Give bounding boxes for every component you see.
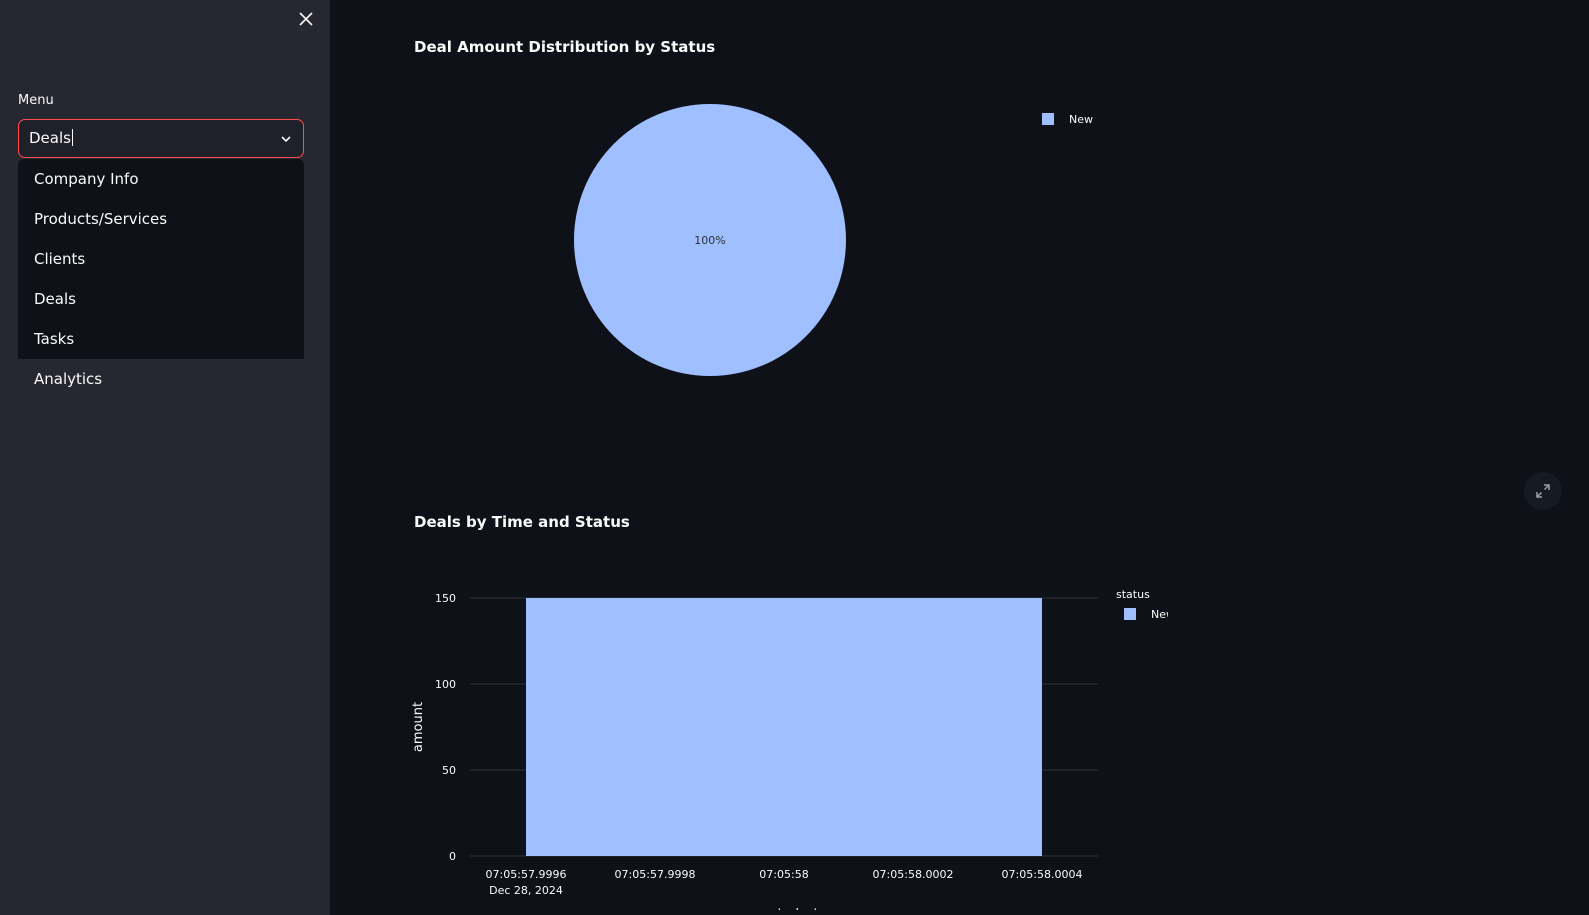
x-axis-title: created_at [749,907,818,910]
legend-label-new: New [1151,608,1168,621]
chevron-down-icon[interactable] [279,132,293,146]
legend-swatch [1042,113,1054,125]
sidebar: Menu Deals Company Info Products/Service… [0,0,330,915]
x-tick-label: 07:05:58.0002 [873,868,954,881]
pie-slice-new [574,104,846,376]
close-icon [299,12,313,26]
legend-label-new: New [1069,113,1093,126]
x-tick-label: 07:05:58.0004 [1002,868,1083,881]
y-tick-label: 50 [442,764,456,777]
pie-chart-title: Deal Amount Distribution by Status [414,38,716,56]
pie-chart: 100% New [574,104,1093,376]
x-tick-date-label: Dec 28, 2024 [489,884,563,897]
text-caret [71,129,73,146]
dropdown-option-products-services[interactable]: Products/Services [34,210,168,228]
menu-label: Menu [18,93,54,108]
dropdown-option-clients[interactable]: Clients [34,250,86,268]
x-tick-label: 07:05:58 [759,868,808,881]
legend-title: status [1116,588,1150,601]
bar-chart-title: Deals by Time and Status [414,513,630,531]
bar-chart: 0 50 100 150 07:05:57.9996 07:05:57.9998 07:05… [411,588,1168,910]
dropdown-option-analytics[interactable]: Analytics [18,359,304,399]
legend-swatch [1124,608,1136,620]
menu-select-value[interactable]: Deals [29,129,73,147]
pie-slice-label: 100% [694,234,725,247]
y-axis-title: amount [411,702,426,752]
close-sidebar-button[interactable] [295,8,317,30]
dropdown-option-company-info[interactable]: Company Info [34,170,139,188]
fullscreen-button[interactable] [1524,472,1562,510]
y-tick-label: 0 [449,850,456,863]
dropdown-option-deals[interactable]: Deals [34,290,76,308]
y-tick-label: 150 [435,592,456,605]
menu-dropdown: Company Info Products/Services Clients D… [18,159,304,399]
y-tick-label: 100 [435,678,456,691]
x-tick-label: 07:05:57.9996 [486,868,567,881]
menu-select[interactable]: Deals [18,119,304,158]
dropdown-option-tasks[interactable]: Tasks [34,330,75,348]
bar-new [526,598,1042,856]
main-content: Deal Amount Distribution by Status 100% N… [330,0,1589,915]
expand-icon [1536,484,1550,498]
x-tick-label: 07:05:57.9998 [615,868,696,881]
